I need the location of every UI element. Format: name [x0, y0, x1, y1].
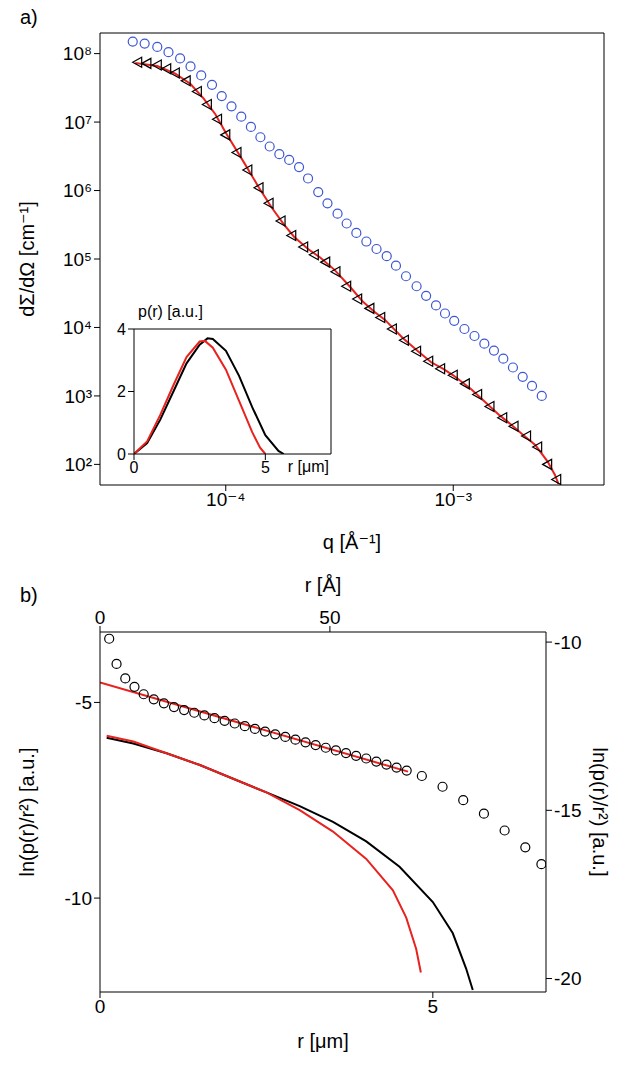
html-text:p(r) [a.u.]: p(r) [a.u.]	[138, 303, 203, 320]
svg-text:r [Å]: r [Å]	[305, 574, 342, 596]
svg-text:10⁻⁴: 10⁻⁴	[206, 489, 245, 510]
svg-text:2: 2	[117, 383, 126, 400]
svg-text:5: 5	[428, 996, 439, 1017]
svg-text:10³: 10³	[65, 386, 92, 407]
svg-text:r [μm]: r [μm]	[297, 1030, 349, 1052]
svg-text:50: 50	[319, 607, 340, 628]
svg-text:0: 0	[130, 459, 139, 476]
svg-text:4: 4	[117, 321, 126, 338]
svg-text:ln(p(r)/r²) [a.u.]: ln(p(r)/r²) [a.u.]	[589, 748, 611, 877]
svg-text:-5: -5	[75, 692, 92, 713]
svg-text:ln(p(r)/r²) [a.u.]: ln(p(r)/r²) [a.u.]	[16, 748, 38, 877]
svg-text:10⁻³: 10⁻³	[434, 489, 472, 510]
svg-text:0: 0	[95, 607, 106, 628]
svg-text:-15: -15	[554, 800, 581, 821]
svg-text:-20: -20	[554, 968, 581, 989]
svg-text:dΣ/dΩ [cm⁻¹]: dΣ/dΩ [cm⁻¹]	[16, 201, 38, 317]
svg-text:10⁵: 10⁵	[63, 249, 92, 270]
svg-text:10⁴: 10⁴	[63, 317, 92, 338]
svg-text:5: 5	[261, 459, 270, 476]
svg-text:q [Å⁻¹]: q [Å⁻¹]	[323, 531, 381, 553]
svg-text:10⁷: 10⁷	[64, 112, 92, 133]
svg-text:10⁶: 10⁶	[63, 180, 92, 201]
html-text:a): a)	[20, 6, 38, 28]
svg-text:-10: -10	[65, 888, 92, 909]
svg-text:0: 0	[95, 996, 106, 1017]
svg-text:0: 0	[117, 446, 126, 463]
html-text:b): b)	[20, 584, 38, 606]
svg-text:r [μm]: r [μm]	[288, 458, 329, 475]
svg-text:10²: 10²	[65, 454, 92, 475]
svg-text:-10: -10	[554, 632, 581, 653]
svg-text:10⁸: 10⁸	[63, 43, 92, 64]
